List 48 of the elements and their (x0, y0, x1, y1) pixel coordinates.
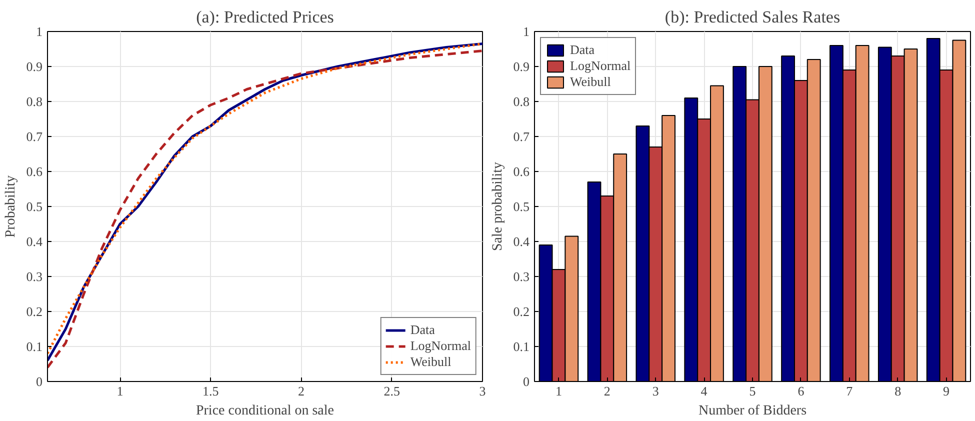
x-tick-label: 4 (700, 384, 708, 398)
x-tick-label: 1 (555, 384, 562, 398)
y-tick-label: 0.9 (26, 59, 42, 74)
y-tick-label: 0.5 (513, 199, 530, 214)
y-tick-label: 0.3 (26, 269, 42, 284)
y-tick-label: 0.2 (26, 304, 42, 319)
chart-title: (a): Predicted Prices (196, 8, 334, 26)
y-tick-label: 1 (523, 24, 530, 39)
y-tick-label: 0 (36, 374, 42, 389)
y-tick-label: 0.4 (513, 234, 530, 249)
x-tick-label: 8 (894, 384, 902, 398)
y-tick-label: 0.7 (26, 129, 43, 144)
x-axis-title: Number of Bidders (698, 404, 807, 418)
y-tick-label: 0.1 (26, 339, 42, 354)
y-tick-label: 0 (523, 374, 530, 389)
y-tick-label: 0.5 (26, 199, 42, 214)
x-tick-label: 6 (798, 384, 805, 398)
y-axis-title: Sale probability (490, 162, 506, 252)
y-tick-label: 0.8 (26, 94, 42, 109)
y-tick-label: 0.8 (513, 94, 530, 109)
x-tick-label: 2 (298, 384, 304, 398)
x-tick-label: 9 (943, 384, 950, 398)
y-tick-label: 0.9 (513, 59, 530, 74)
x-tick-label: 2.5 (384, 384, 400, 398)
legend-label: LogNormal (570, 58, 631, 74)
x-tick-label: 3 (652, 384, 659, 398)
legend-label: LogNormal (410, 338, 471, 354)
x-tick-label: 5 (749, 384, 756, 398)
x-tick-label: 1 (116, 384, 124, 398)
x-tick-label: 2 (604, 384, 610, 398)
y-tick-label: 0.2 (513, 304, 530, 319)
y-tick-label: 1 (36, 24, 42, 39)
legend-label: Weibull (570, 74, 611, 90)
chart-title: (b): Predicted Sales Rates (664, 8, 840, 26)
y-tick-label: 0.7 (513, 129, 530, 144)
y-tick-label: 0.6 (26, 164, 43, 179)
y-tick-label: 0.3 (513, 269, 530, 284)
legend-label: Data (410, 322, 435, 338)
y-tick-label: 0.4 (26, 234, 43, 249)
y-axis-title: Probability (3, 175, 18, 238)
legend-label: Data (570, 42, 595, 58)
legend-label: Weibull (410, 354, 452, 370)
x-tick-label: 7 (846, 384, 854, 398)
y-tick-label: 0.1 (513, 339, 530, 354)
x-tick-label: 3 (479, 384, 486, 398)
y-tick-label: 0.6 (513, 164, 530, 179)
x-tick-label: 1.5 (202, 384, 219, 398)
x-axis-title: Price conditional on sale (196, 404, 334, 418)
